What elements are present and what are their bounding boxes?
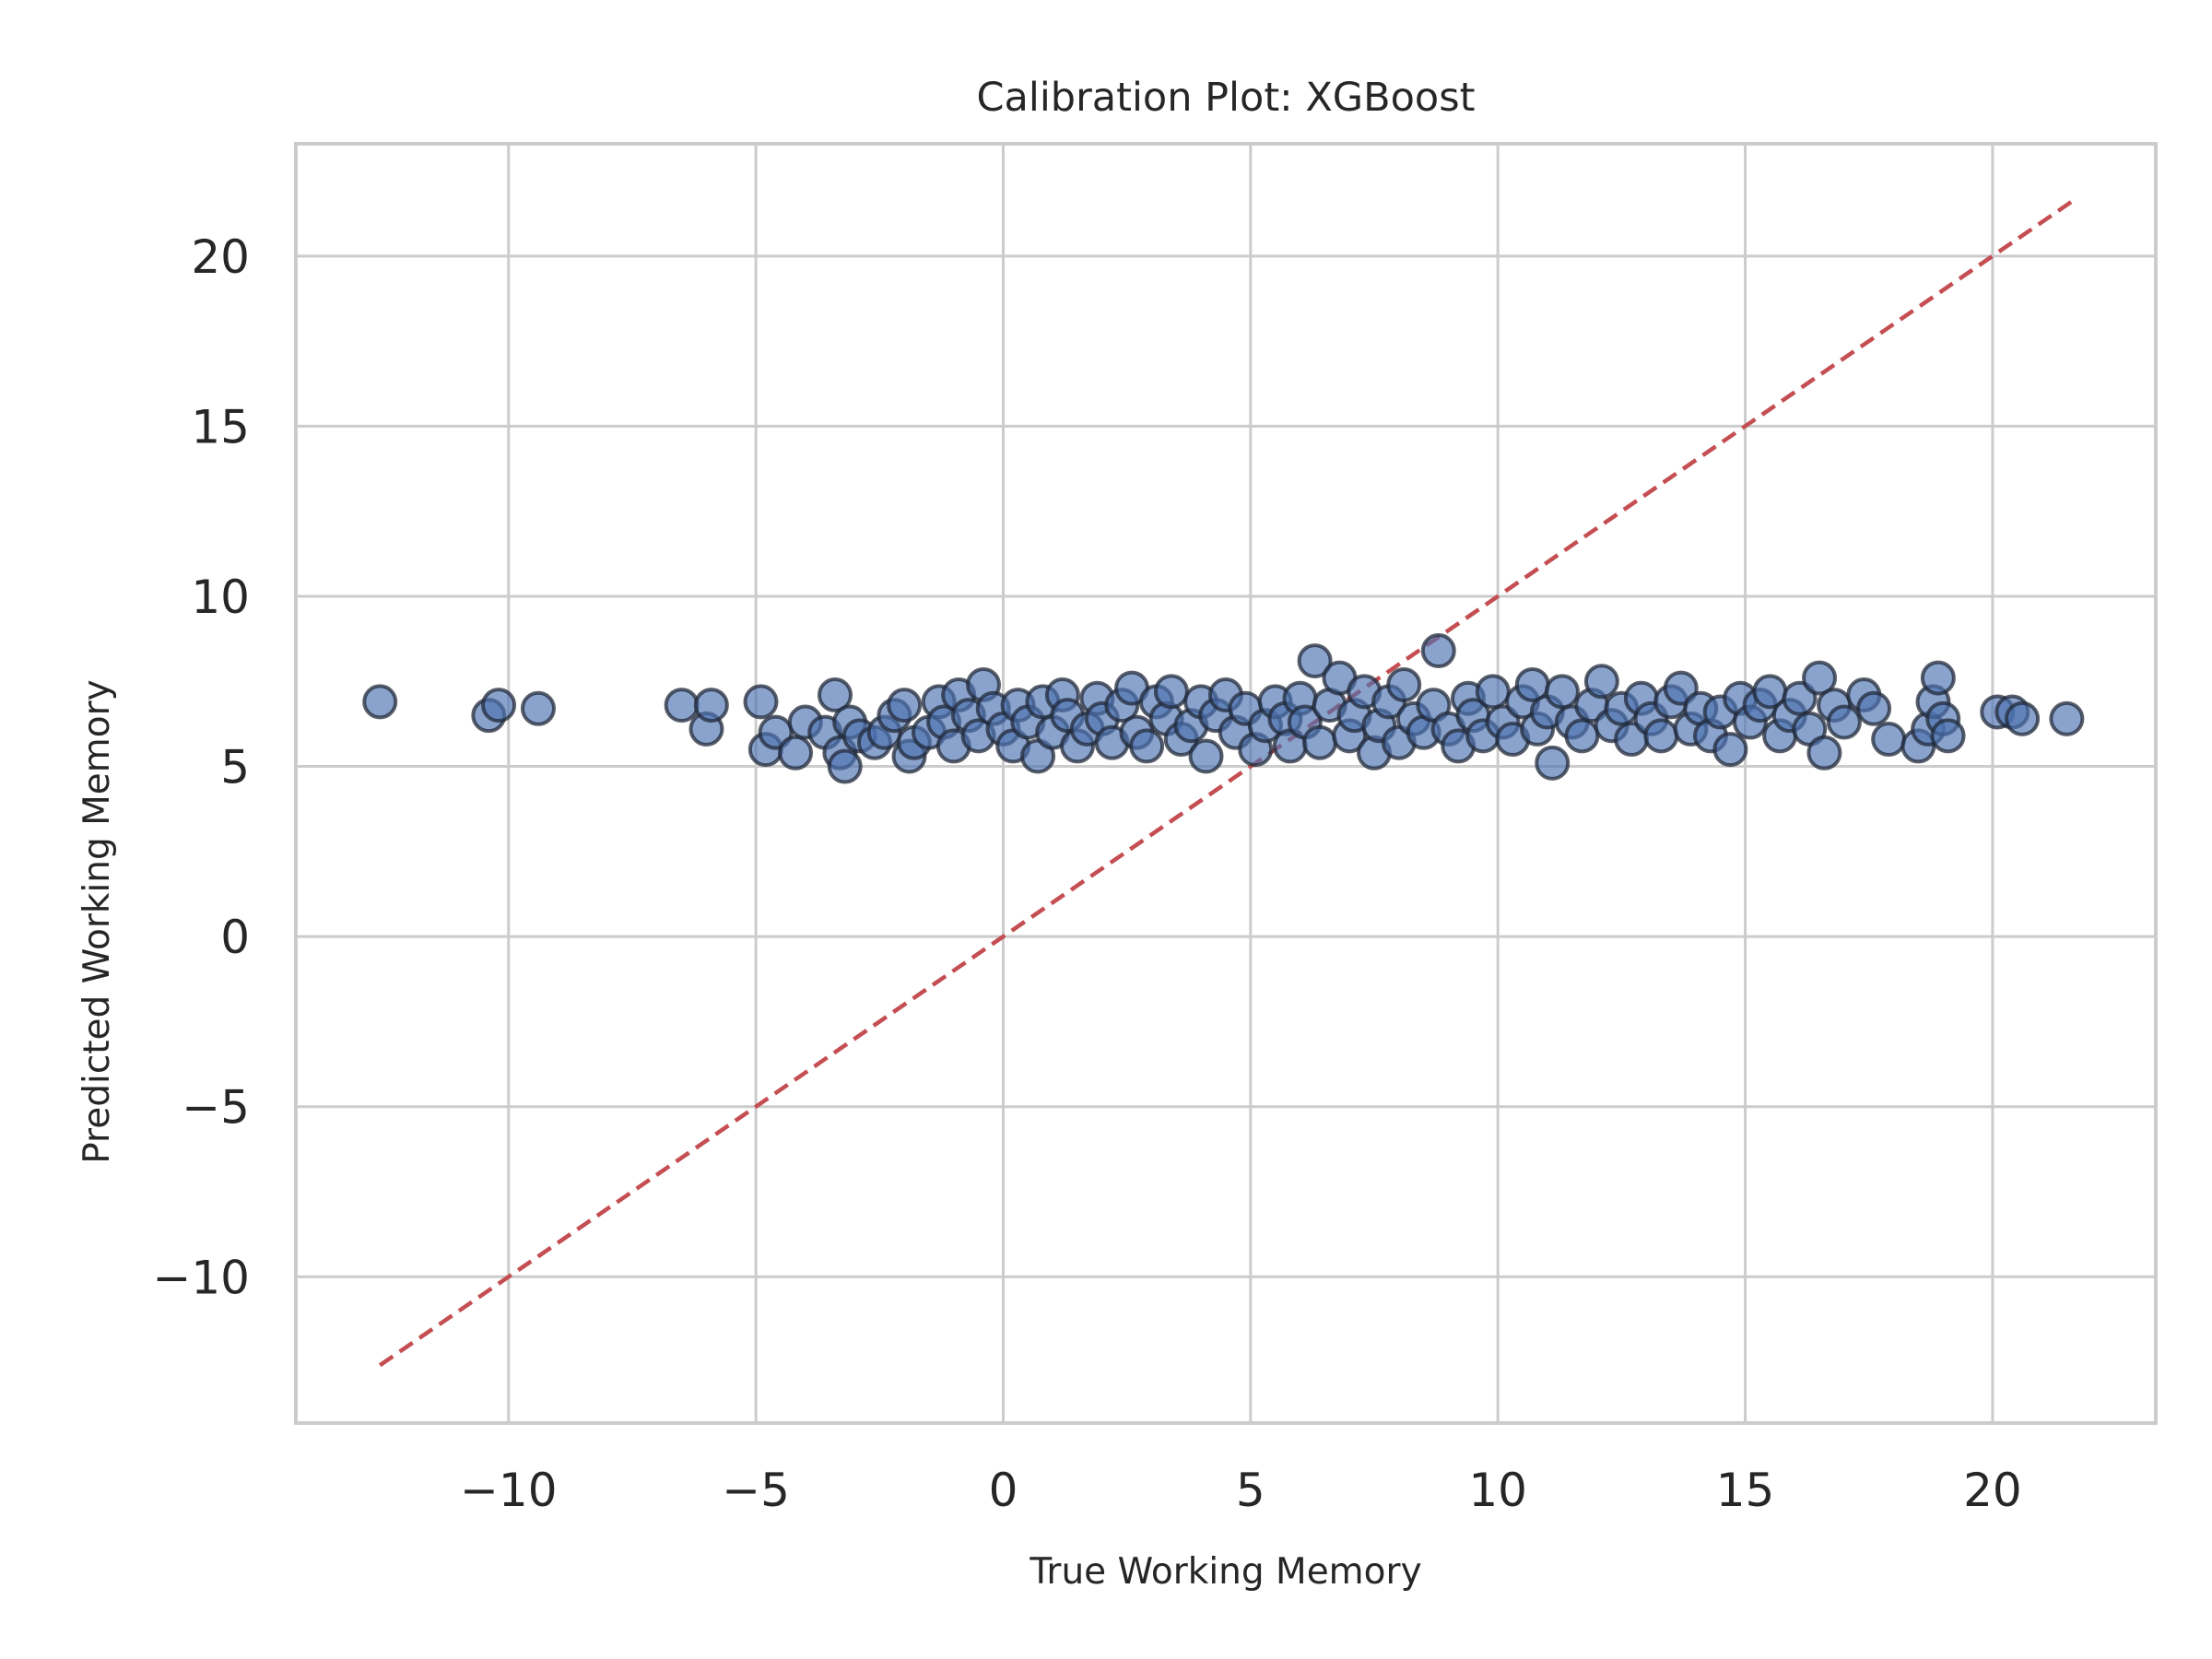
x-axis-label: True Working Memory: [1029, 1551, 1421, 1593]
scatter-point: [818, 677, 853, 713]
scatter-point: [1856, 690, 1892, 726]
scatter-point: [1386, 666, 1422, 702]
scatter-point: [664, 688, 700, 724]
y-tick-label: 15: [191, 400, 250, 453]
x-tick-label: −10: [460, 1464, 558, 1517]
y-tick-label: 10: [191, 571, 250, 624]
x-tick-label: 10: [1468, 1464, 1527, 1517]
x-tick-label: 20: [1963, 1464, 2022, 1517]
scatter-point: [1188, 738, 1224, 774]
scatter-point: [1129, 728, 1165, 764]
scatter-point: [1535, 745, 1571, 781]
scatter-point: [827, 748, 863, 784]
chart-title: Calibration Plot: XGBoost: [977, 75, 1476, 121]
scatter-point: [1297, 643, 1333, 679]
scatter-point: [1930, 718, 1966, 754]
grid: [296, 144, 2156, 1423]
scatter-point: [1583, 664, 1619, 700]
scatter-points: [362, 633, 2085, 784]
scatter-point: [887, 688, 923, 724]
scatter-point: [1643, 718, 1679, 754]
y-tick-label: 5: [220, 741, 250, 794]
scatter-point: [1920, 660, 1956, 696]
y-tick-label: 0: [220, 911, 250, 964]
scatter-point: [1871, 722, 1907, 758]
plot-frame: [294, 142, 2158, 1425]
x-tick-label: 15: [1716, 1464, 1775, 1517]
scatter-point: [778, 735, 814, 771]
scatter-point: [1826, 704, 1862, 740]
scatter-point: [693, 688, 729, 724]
y-tick-labels: −10 −5 0 5 10 15 20: [152, 230, 250, 1304]
scatter-point: [1420, 633, 1456, 669]
scatter-point: [1712, 732, 1748, 768]
y-tick-label: 20: [191, 230, 250, 284]
x-tick-labels: −10 −5 0 5 10 15 20: [460, 1464, 2022, 1517]
y-axis-label: Predicted Working Memory: [76, 679, 118, 1164]
x-tick-label: 5: [1236, 1464, 1265, 1517]
x-tick-label: −5: [722, 1464, 790, 1517]
scatter-point: [743, 684, 779, 720]
scatter-point: [2049, 700, 2085, 736]
x-tick-label: 0: [989, 1464, 1018, 1517]
scatter-point: [520, 690, 556, 726]
scatter-point: [1564, 718, 1600, 754]
scatter-point: [1153, 674, 1189, 710]
scatter-point: [362, 684, 398, 720]
scatter-point: [1802, 660, 1838, 696]
y-tick-label: −10: [152, 1251, 250, 1304]
scatter-point: [481, 688, 517, 724]
scatter-point: [1475, 674, 1511, 710]
scatter-point: [1301, 724, 1337, 760]
scatter-point: [2005, 700, 2041, 736]
scatter-point: [1806, 735, 1842, 771]
scatter-point: [1544, 674, 1580, 710]
reference-line: [378, 199, 2074, 1368]
y-tick-label: −5: [182, 1081, 250, 1135]
